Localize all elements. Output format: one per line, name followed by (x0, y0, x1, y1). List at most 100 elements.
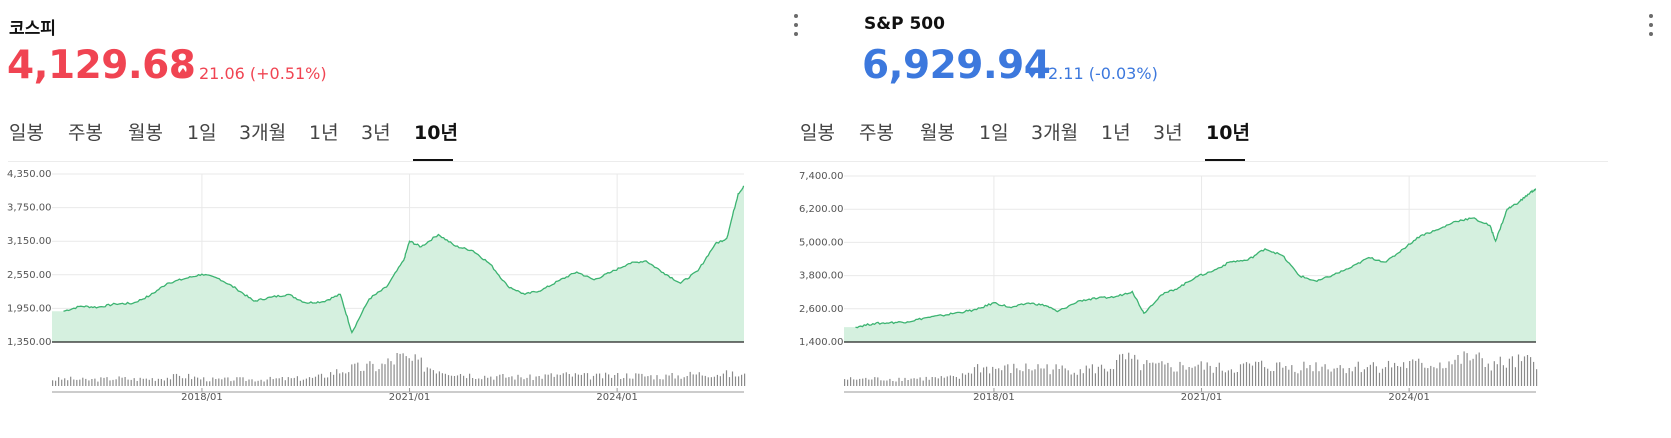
more-options-icon[interactable] (1647, 14, 1655, 36)
volume-bar (550, 373, 552, 386)
volume-bar (992, 366, 994, 386)
tab-3-months[interactable]: 3개월 (239, 122, 287, 144)
volume-bar (635, 373, 637, 386)
volume-bar (874, 377, 876, 386)
volume-bar (151, 378, 153, 386)
volume-bar (1019, 370, 1021, 386)
volume-bar (886, 380, 888, 386)
volume-bar (665, 374, 667, 386)
volume-bar (955, 377, 957, 386)
volume-bar (1209, 365, 1211, 386)
volume-bar (1279, 362, 1281, 386)
tabs-divider (8, 161, 808, 162)
volume-bar (1433, 367, 1435, 386)
volume-bar (1378, 372, 1381, 386)
active-tab-underline (1205, 159, 1245, 161)
volume-bar (668, 375, 670, 386)
y-tick-label: 2,550.00 (7, 270, 52, 281)
volume-bar (946, 376, 948, 386)
volume-bar (1173, 371, 1175, 386)
tab-monthly-candle[interactable]: 월봉 (920, 122, 955, 144)
volume-bar (218, 378, 220, 386)
volume-bar (1221, 370, 1223, 386)
volume-bar (1406, 368, 1408, 386)
volume-bar (1303, 361, 1305, 386)
volume-bar (632, 378, 634, 386)
volume-bar (1475, 354, 1477, 386)
volume-bar (1366, 367, 1368, 386)
volume-bar (1094, 373, 1096, 386)
volume-bar (574, 373, 576, 386)
tab-1-day[interactable]: 1일 (979, 122, 1009, 144)
volume-bar (157, 378, 159, 386)
tab-3-years[interactable]: 3년 (361, 122, 391, 144)
volume-bar (662, 379, 664, 386)
volume-bar (565, 372, 567, 386)
tab-weekly-candle[interactable]: 주봉 (859, 122, 894, 144)
volume-bar (949, 375, 951, 386)
volume-bar (1191, 367, 1193, 386)
volume-bar (1511, 356, 1513, 386)
sp500-chart[interactable]: 7,400.00 6,200.00 5,000.00 3,800.00 2,600.00… (799, 0, 1616, 438)
volume-bar (910, 378, 912, 386)
volume-bar (1430, 365, 1432, 386)
volume-bar (704, 375, 706, 386)
volume-bar (731, 371, 734, 386)
volume-bar (998, 368, 1000, 386)
volume-bar (369, 361, 371, 386)
volume-bar (1442, 368, 1444, 386)
volume-bar (647, 376, 649, 386)
tab-10-years[interactable]: 10년 (1206, 122, 1250, 144)
volume-bar (1155, 363, 1157, 386)
volume-bar (986, 366, 988, 386)
tab-daily-candle[interactable]: 일봉 (800, 122, 835, 144)
volume-bar (453, 376, 456, 386)
volume-bar (1421, 362, 1423, 386)
x-tick-label: 2018/01 (973, 392, 1015, 403)
tab-10-years[interactable]: 10년 (414, 122, 458, 144)
volume-bar (1218, 362, 1220, 386)
kospi-panel: 코스피 4,129.68 21.06 (+0.51%) 일봉 주봉 월봉 1일 … (0, 0, 808, 438)
volume-bar (351, 364, 353, 386)
volume-bar (405, 356, 407, 386)
volume-bar (342, 372, 344, 386)
volume-bar (1245, 362, 1248, 386)
more-options-icon[interactable] (792, 14, 800, 36)
tab-monthly-candle[interactable]: 월봉 (128, 122, 163, 144)
volume-bar (1182, 365, 1184, 386)
volume-bar (1297, 373, 1299, 386)
volume-bar (683, 377, 685, 386)
volume-bar (348, 372, 350, 386)
volume-bar (411, 360, 413, 386)
volume-bar (677, 375, 679, 386)
tab-1-year[interactable]: 1년 (1101, 122, 1131, 144)
tab-1-day[interactable]: 1일 (187, 122, 217, 144)
volume-bar (961, 373, 964, 386)
volume-bar (1282, 367, 1284, 386)
volume-bar (722, 373, 724, 386)
price-change-group: 2.11 (-0.03%) (1048, 64, 1158, 83)
volume-bar (514, 379, 516, 386)
volume-bar (478, 378, 480, 386)
volume-bar (330, 372, 332, 386)
price-change-group: 21.06 (+0.51%) (199, 64, 327, 83)
volume-bar (535, 376, 537, 386)
kospi-chart[interactable]: 4,350.00 3,750.00 3,150.00 2,550.00 1,950.00… (0, 0, 808, 438)
tab-1-year[interactable]: 1년 (309, 122, 339, 144)
tab-weekly-candle[interactable]: 주봉 (68, 122, 103, 144)
volume-bar (79, 379, 81, 386)
tab-3-months[interactable]: 3개월 (1031, 122, 1079, 144)
tab-3-years[interactable]: 3년 (1153, 122, 1183, 144)
volume-bar (1348, 368, 1350, 386)
volume-bar (1387, 360, 1390, 386)
volume-bar (734, 376, 737, 386)
tab-daily-candle[interactable]: 일봉 (9, 122, 44, 144)
volume-bar (320, 373, 323, 386)
volume-bar (67, 380, 69, 386)
volume-bar (203, 377, 205, 386)
volume-bar (112, 379, 114, 386)
volume-bar (148, 379, 150, 386)
volume-bar (212, 377, 214, 386)
volume-bar (115, 379, 117, 386)
volume-bar (378, 369, 380, 386)
